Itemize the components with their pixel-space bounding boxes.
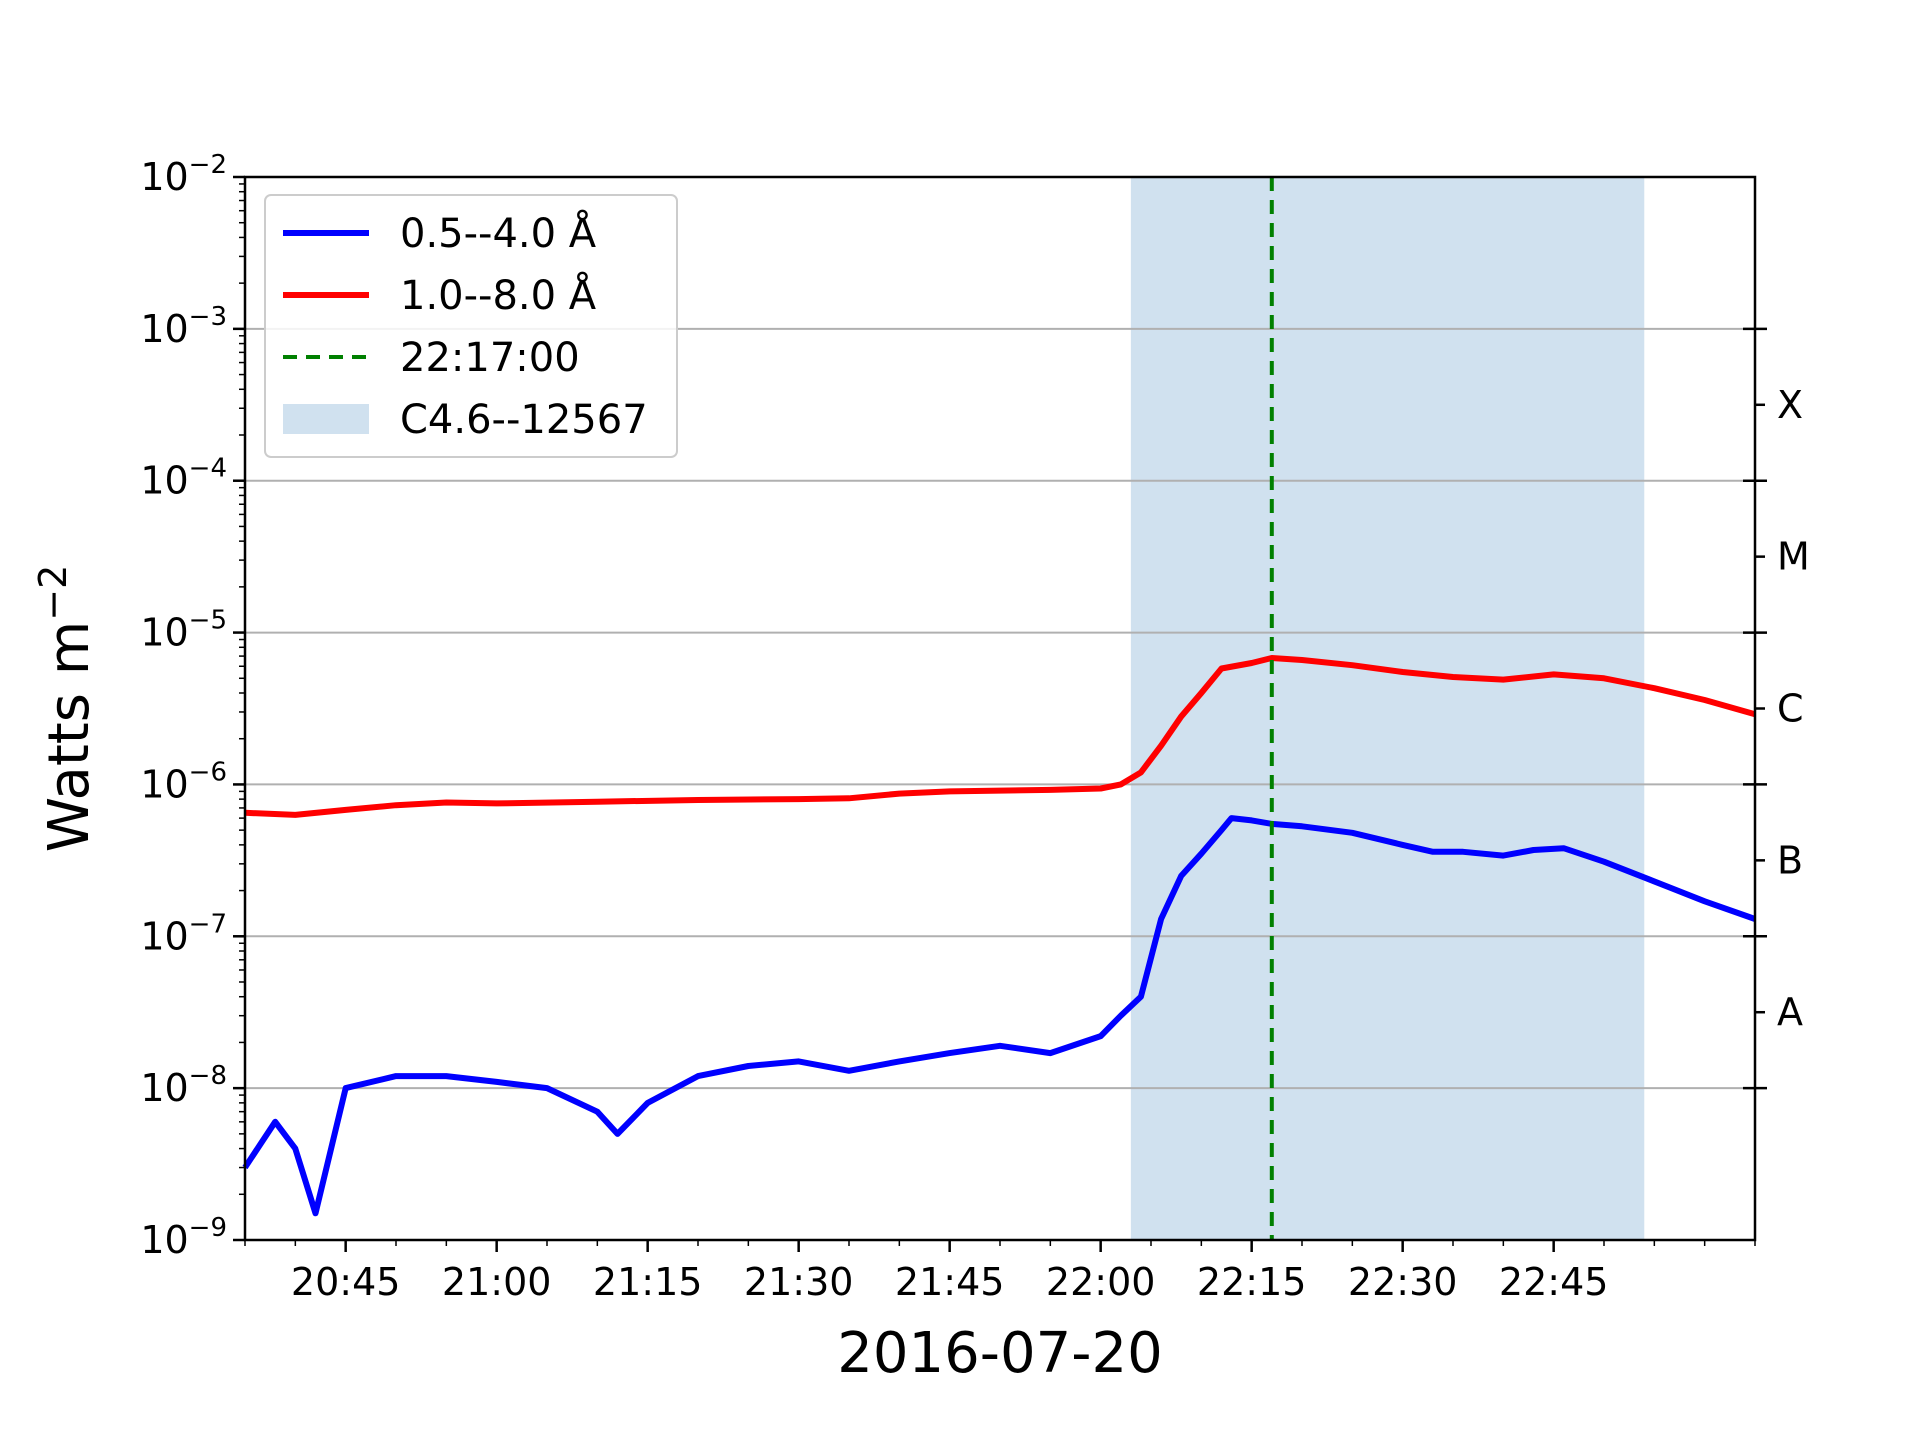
y-axis-label-text: Watts m: [37, 621, 102, 853]
series-line-0: [242, 815, 1756, 1217]
x-tick-label: 22:45: [1499, 1260, 1609, 1304]
x-tick-label: 22:30: [1348, 1260, 1458, 1304]
x-axis-label: 2016-07-20: [837, 1321, 1162, 1386]
series-line-1: [244, 655, 1756, 818]
y-axis-label-superscript: −2: [31, 565, 75, 621]
x-tick-label: 21:15: [593, 1260, 703, 1304]
legend-label-1: 1.0--8.0 Å: [400, 271, 597, 319]
legend-label-0: 0.5--4.0 Å: [400, 209, 597, 257]
x-tick-label: 21:30: [744, 1260, 854, 1304]
x-tick-label: 22:15: [1197, 1260, 1307, 1304]
y-tick-label: 10−9: [140, 1213, 227, 1262]
y-tick-label: 10−8: [140, 1061, 227, 1110]
x-tick-label: 22:00: [1046, 1260, 1156, 1304]
legend-box: [264, 194, 678, 458]
flare-span: [1130, 177, 1645, 1240]
y-tick-label: 10−5: [140, 606, 227, 655]
legend-label-3: C4.6--12567: [400, 397, 648, 443]
flare-class-label: X: [1777, 383, 1803, 427]
y-tick-label: 10−6: [140, 757, 227, 806]
y-tick-label: 10−7: [140, 909, 227, 958]
flare-span-layer: [1130, 177, 1645, 1240]
axis-layer: 10−2 10−3 10−4 10−5 10−6 10−7 10−8 10−9 X M C B A 20:…: [140, 150, 1809, 1304]
x-tick-label: 20:45: [291, 1260, 401, 1304]
flare-class-label: C: [1777, 687, 1804, 731]
flare-class-label: M: [1777, 535, 1810, 579]
y-tick-label: 10−3: [140, 302, 227, 351]
flare-class-label: A: [1777, 990, 1803, 1034]
flare-class-label: B: [1777, 838, 1803, 882]
series-layer: [242, 655, 1756, 1217]
x-tick-label: 21:45: [895, 1260, 1005, 1304]
y-tick-label: 10−4: [140, 454, 227, 503]
y-axis-label: Watts m−2: [31, 565, 102, 853]
legend: 0.5--4.0 Å 1.0--8.0 Å 22:17:00 C4.6--12567: [264, 194, 678, 458]
svg-text:Watts m−2: Watts m−2: [31, 565, 102, 853]
legend-label-2: 22:17:00: [400, 335, 580, 381]
y-tick-label: 10−2: [140, 150, 227, 199]
x-tick-label: 21:00: [442, 1260, 552, 1304]
legend-swatch-span: [283, 404, 369, 434]
